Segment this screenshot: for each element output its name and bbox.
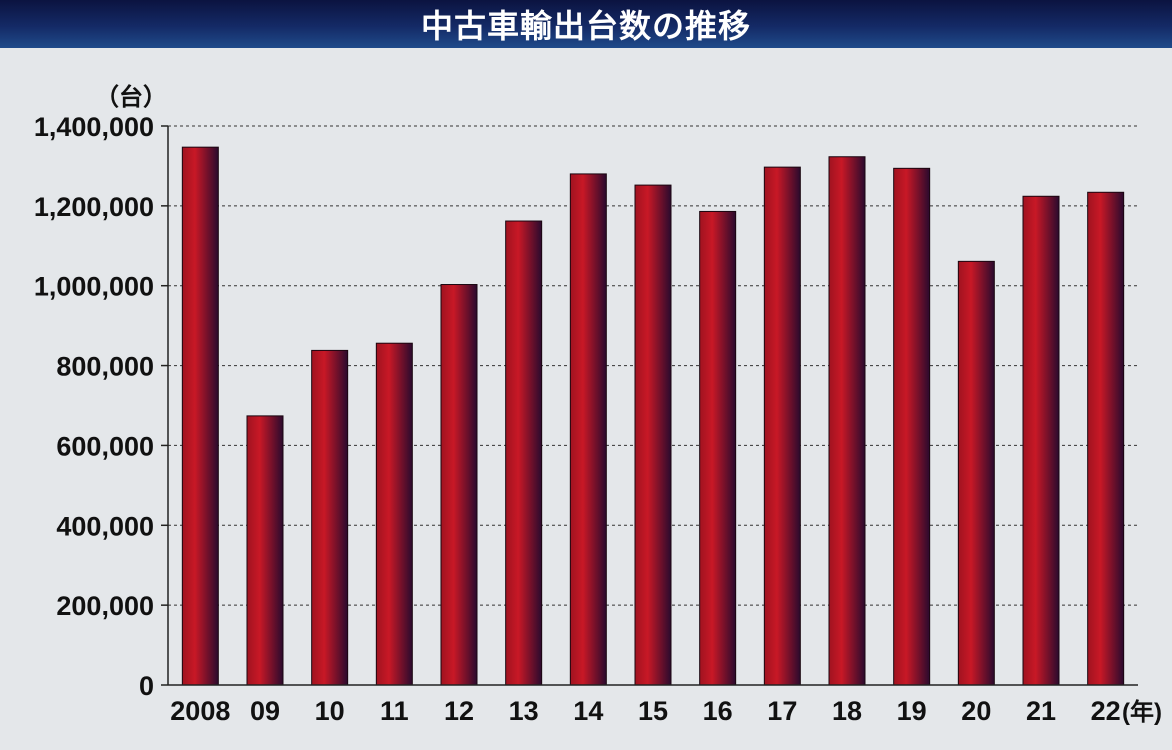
y-tick-label: 800,000 [56,352,154,382]
chart-title: 中古車輸出台数の推移 [0,0,1172,48]
x-tick-label: 10 [315,696,345,726]
x-tick-label: 21 [1026,696,1056,726]
y-tick-label: 400,000 [56,511,154,541]
x-tick-label: 12 [444,696,474,726]
x-tick-label: 20 [961,696,991,726]
y-axis-unit-label: （台） [95,83,167,111]
y-tick-label: 0 [139,671,154,701]
bar-chart: （台） 0 200,000 400,000 600,000 800,000 1,000,0… [34,83,1162,726]
bar-2008 [181,146,219,686]
bar-13 [505,220,543,686]
y-tick-label: 200,000 [56,591,154,621]
x-tick-label: 09 [250,696,280,726]
bar-09 [246,415,284,686]
bar-12 [440,284,478,686]
bars [181,146,1125,686]
x-tick-label: 19 [897,696,927,726]
x-tick-label: 16 [703,696,733,726]
x-tick-label: 22 [1091,696,1121,726]
x-tick-label: 15 [638,696,668,726]
bar-17 [763,166,801,686]
y-tick-label: 600,000 [56,431,154,461]
bar-20 [957,260,995,686]
bar-15 [634,184,672,686]
bar-10 [311,349,349,686]
bar-14 [569,173,607,686]
x-tick-label: 14 [573,696,603,726]
bar-16 [699,210,737,686]
x-tick-label: 2008 [170,696,230,726]
x-axis-unit-label: (年) [1122,698,1162,726]
x-tick-label: 18 [832,696,862,726]
bar-22 [1087,191,1125,686]
y-tick-label: 1,200,000 [34,192,154,222]
y-tick-label: 1,000,000 [34,272,154,302]
bar-19 [893,167,931,686]
bar-21 [1022,195,1060,686]
x-tick-label: 17 [767,696,797,726]
x-tick-label: 13 [509,696,539,726]
x-axis-ticks: 2008 09 10 11 12 13 14 15 16 17 18 19 20 21 22 [170,696,1120,726]
x-tick-label: 11 [380,696,409,726]
y-axis-ticks: 0 200,000 400,000 600,000 800,000 1,000,000 1,… [34,112,168,701]
bar-18 [828,156,866,686]
y-tick-label: 1,400,000 [34,112,154,142]
bar-11 [375,342,413,686]
